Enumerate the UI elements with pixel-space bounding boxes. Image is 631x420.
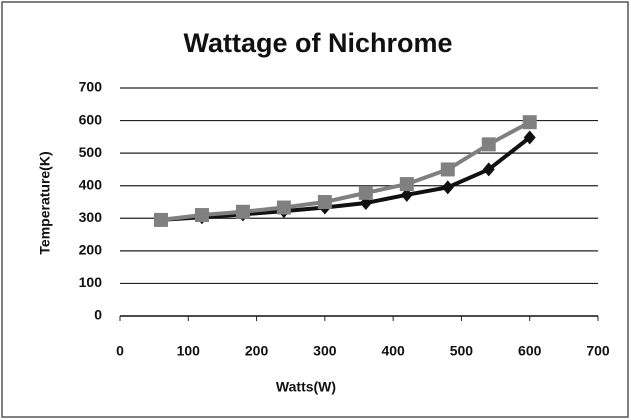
series-line: [160, 135, 531, 222]
point: [153, 212, 168, 227]
point: [317, 195, 332, 209]
x-axis-label: Watts(W): [276, 379, 336, 395]
x-tick-label: 600: [518, 343, 542, 359]
x-tick-label: 700: [586, 343, 610, 359]
y-tick-label: 200: [79, 242, 103, 258]
point: [399, 177, 414, 192]
point: [441, 180, 454, 195]
y-axis-label: Temperature(K): [37, 151, 53, 254]
point: [523, 130, 536, 145]
y-tick-label: 0: [94, 307, 102, 323]
point: [482, 162, 495, 177]
point: [522, 115, 537, 130]
point: [400, 187, 413, 202]
y-tick-label: 600: [79, 111, 103, 127]
chart-title: Wattage of Nichrome: [183, 28, 452, 58]
x-tick-label: 500: [450, 343, 474, 359]
point: [358, 185, 373, 200]
y-tick-label: 700: [79, 79, 103, 95]
y-tick-label: 100: [79, 274, 103, 290]
y-tick-label: 500: [79, 144, 103, 160]
point: [235, 204, 250, 219]
point: [194, 208, 209, 223]
x-tick-label: 400: [381, 343, 405, 359]
x-tick-label: 0: [116, 343, 124, 359]
point: [276, 200, 291, 215]
x-tick-label: 100: [177, 343, 201, 359]
x-tick-label: 200: [245, 343, 269, 359]
y-tick-label: 400: [79, 176, 103, 192]
series-line: [160, 120, 531, 222]
point: [440, 162, 455, 177]
y-tick-label: 300: [79, 209, 103, 225]
x-tick-label: 300: [313, 343, 337, 359]
point: [481, 137, 496, 152]
